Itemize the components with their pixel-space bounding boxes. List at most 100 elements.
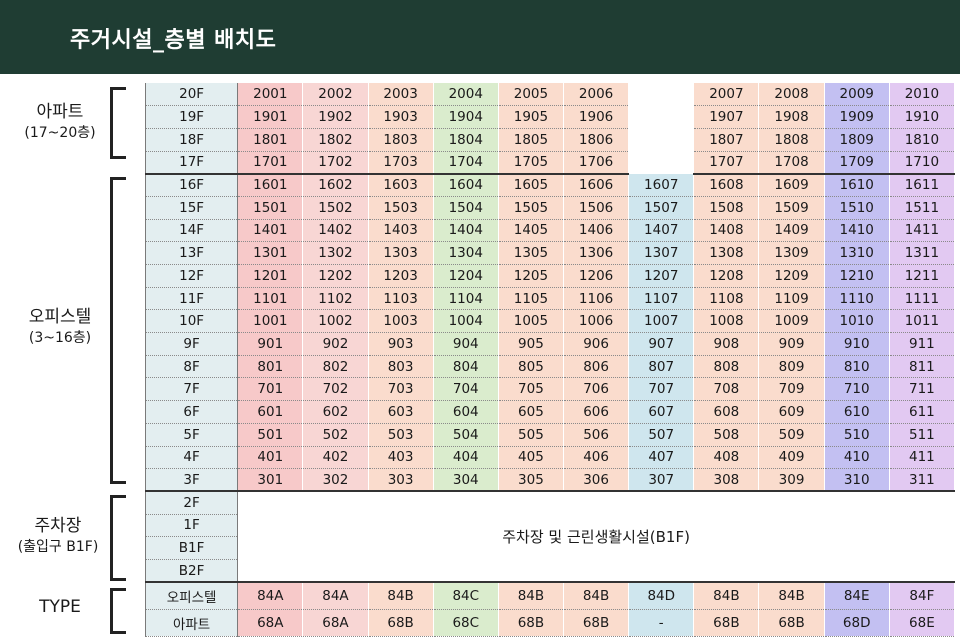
unit-cell: 1006 [563,309,630,334]
unit-cell: 1211 [889,264,956,288]
unit-cell: 1001 [237,309,304,334]
parking-entrance: (출입구 B1F) [17,539,99,555]
type-cell: 68B [498,609,565,637]
unit-cell: 2005 [498,83,565,107]
unit-cell: 1604 [433,173,499,197]
unit-cell: 1302 [302,241,369,265]
type-cell: 84E [824,582,890,610]
parking-floor-row: 2F 주차장 및 근린생활시설(B1F) [144,491,955,584]
unit-cell: 308 [693,468,760,493]
office-section-label: 오피스텔 (3~16층) [10,306,110,348]
parking-floor-row: 1F [144,514,955,538]
unit-cell: 1611 [889,173,956,197]
unit-cell: 1201 [237,264,304,288]
unit-cell: 707 [628,377,695,402]
type-cell: 84B [693,582,760,610]
parking-area-label: 주차장 및 근린생활시설(B1F) [237,491,955,584]
unit-cell: 1109 [758,287,825,311]
unit-cell: 1402 [302,219,369,243]
type-cell: 84C [433,582,499,610]
unit-cell: 310 [824,468,890,493]
unit-cell: 1010 [824,309,890,334]
unit-cell: 2010 [889,83,956,107]
unit-cell: 1706 [563,151,630,175]
floor-label: 16F [144,173,239,197]
unit-cell: 504 [433,423,499,447]
unit-cell: 1505 [498,196,565,220]
unit-cell: 907 [628,332,695,356]
unit-cell: 1511 [889,196,956,220]
floor-row: 4F 401 402 403 404 405 406 407 408 409 410 411 [144,446,956,470]
unit-cell: 906 [563,332,630,356]
unit-cell: 304 [433,468,499,493]
type-cell: 84F [889,582,956,610]
unit-cell: 606 [563,400,630,424]
type-row: 오피스텔 84A 84A 84B 84C 84B 84B 84D 84B 84B 84E 84F [144,582,956,610]
type-bracket [110,588,126,634]
floor-label: 2F [144,491,239,515]
unit-cell: 1601 [237,173,304,197]
unit-cell: 1607 [628,173,695,197]
unit-cell: 1902 [302,105,369,129]
unit-cell: 409 [758,446,825,470]
unit-cell: 1207 [628,264,695,288]
unit-cell: 1107 [628,287,695,311]
unit-cell: 411 [889,446,956,470]
unit-cell: 2006 [563,83,630,107]
unit-cell: 508 [693,423,760,447]
unit-cell: 601 [237,400,304,424]
floor-label: 13F [144,241,239,265]
unit-cell: 1602 [302,173,369,197]
type-cell: 84A [237,582,304,610]
type-cell: 68A [237,609,304,637]
parking-floor-row: B1F [144,536,955,560]
unit-cell: 1106 [563,287,630,311]
unit-cell: 1705 [498,151,565,175]
unit-cell: 911 [889,332,956,356]
unit-cell: 1002 [302,309,369,334]
unit-cell: 1809 [824,128,890,152]
unit-cell: 804 [433,355,499,379]
unit-cell: 1306 [563,241,630,265]
unit-cell: 505 [498,423,565,447]
parking-section-label: 주차장 (출입구 B1F) [8,515,108,557]
unit-cell: 1603 [368,173,434,197]
unit-cell: 811 [889,355,956,379]
floor-label: 11F [144,287,239,311]
floor-label: 18F [144,128,239,152]
unit-cell: 711 [889,377,956,402]
unit-cell: 1501 [237,196,304,220]
type-cell: 68B [563,609,630,637]
unit-cell: 1008 [693,309,760,334]
unit-cell: 1907 [693,105,760,129]
unit-cell: 1308 [693,241,760,265]
floor-label: 17F [144,151,239,175]
unit-cell: 1904 [433,105,499,129]
unit-cell: 1305 [498,241,565,265]
unit-cell: 509 [758,423,825,447]
unit-cell: 1802 [302,128,369,152]
unit-cell: 611 [889,400,956,424]
unit-cell: 608 [693,400,760,424]
empty-cell [628,83,695,106]
unit-cell: 1702 [302,151,369,175]
unit-cell: 307 [628,468,695,493]
floor-row: 6F 601 602 603 604 605 606 607 608 609 610 611 [144,400,956,424]
unit-cell: 309 [758,468,825,493]
floor-label: 6F [144,400,239,424]
unit-cell: 801 [237,355,304,379]
type-cell: 68A [302,609,369,637]
unit-cell: 909 [758,332,825,356]
unit-cell: 604 [433,400,499,424]
unit-cell: 1508 [693,196,760,220]
unit-cell: 709 [758,377,825,402]
unit-cell: 2003 [368,83,434,107]
unit-cell: 808 [693,355,760,379]
floor-plan-table: 20F 2001 2002 2003 2004 2005 2006 2007 2008 2009 2… [144,83,956,637]
type-cell: - [628,609,695,637]
unit-cell: 301 [237,468,304,493]
unit-cell: 1206 [563,264,630,288]
unit-cell: 1903 [368,105,434,129]
unit-cell: 1208 [693,264,760,288]
unit-cell: 1905 [498,105,565,129]
